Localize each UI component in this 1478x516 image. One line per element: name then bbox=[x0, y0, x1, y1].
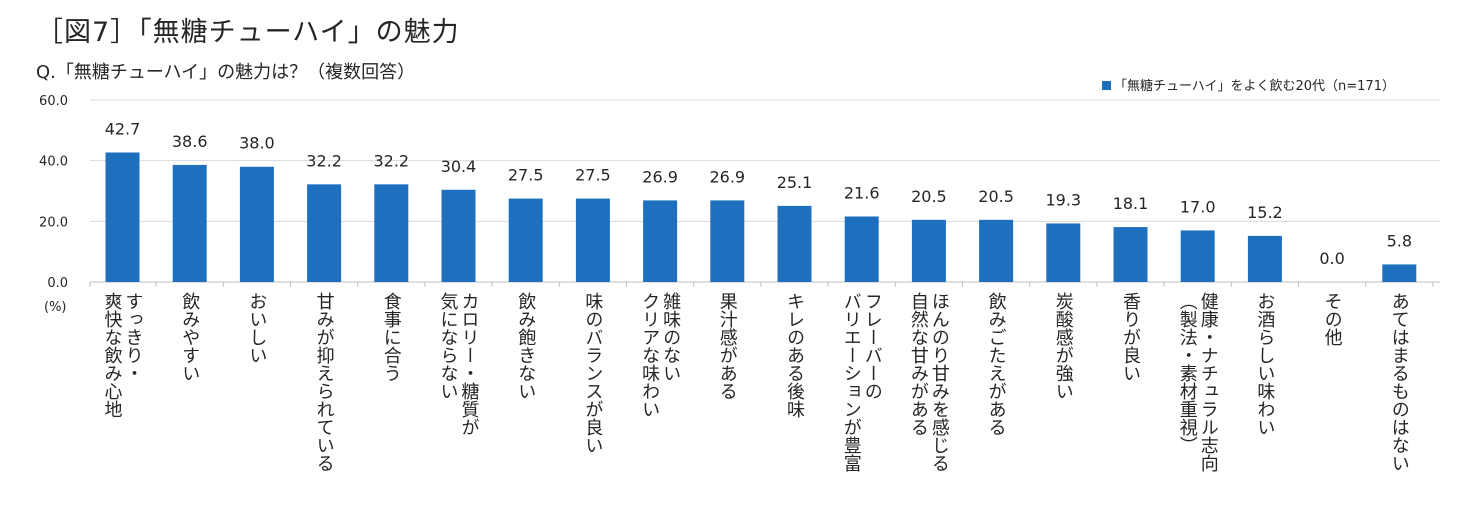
bar bbox=[1113, 227, 1148, 282]
category-label: （製法・素材重視） bbox=[1177, 292, 1198, 454]
category-label: クリアな味わい bbox=[639, 292, 660, 418]
category-label: 食事に合う bbox=[381, 292, 402, 382]
category-label: カロリー・糖質が bbox=[459, 292, 480, 436]
category-label: 炭酸感が強い bbox=[1053, 292, 1074, 400]
data-label: 20.5 bbox=[911, 187, 947, 206]
data-label: 15.2 bbox=[1247, 203, 1283, 222]
category-label: すっきり・ bbox=[123, 292, 144, 382]
data-label: 38.0 bbox=[239, 134, 275, 153]
data-label: 27.5 bbox=[575, 166, 611, 185]
bar bbox=[105, 152, 140, 282]
data-label: 27.5 bbox=[508, 166, 544, 185]
data-label: 0.0 bbox=[1319, 249, 1344, 268]
bar bbox=[1046, 223, 1081, 282]
bar bbox=[643, 200, 678, 282]
category-label: ほんのり甘みを感じる bbox=[929, 292, 950, 472]
unit-label: (%) bbox=[44, 300, 67, 315]
legend-swatch bbox=[1102, 81, 1111, 90]
category-label: あてはまるものはない bbox=[1389, 292, 1410, 472]
bar bbox=[1180, 230, 1215, 282]
bar bbox=[1247, 235, 1282, 282]
data-label: 18.1 bbox=[1113, 194, 1149, 213]
legend-label: 「無糖チューハイ」をよく飲む20代（n=171） bbox=[1114, 78, 1395, 94]
data-label: 42.7 bbox=[105, 119, 141, 138]
category-label: その他 bbox=[1322, 292, 1343, 346]
bar bbox=[1382, 264, 1417, 282]
question-text: Q.「無糖チューハイ」の魅力は？（複数回答） bbox=[36, 62, 416, 83]
data-label: 5.8 bbox=[1387, 231, 1412, 250]
data-label: 19.3 bbox=[1045, 190, 1081, 209]
bar bbox=[239, 166, 274, 282]
y-tick-label: 40.0 bbox=[39, 155, 68, 170]
category-label: 果汁感がある bbox=[717, 292, 738, 400]
figure-title: ［図7］「無糖チューハイ」の魅力 bbox=[36, 17, 460, 48]
y-tick-label: 0.0 bbox=[47, 276, 68, 291]
category-label: おいしい bbox=[246, 292, 267, 364]
data-label: 17.0 bbox=[1180, 197, 1216, 216]
category-label: キレのある後味 bbox=[784, 292, 805, 418]
bar bbox=[575, 198, 610, 282]
bar bbox=[777, 205, 812, 282]
data-label: 25.1 bbox=[777, 173, 813, 192]
y-tick-label: 20.0 bbox=[39, 215, 68, 230]
category-label: フレーバーの bbox=[862, 292, 883, 400]
bar bbox=[979, 219, 1014, 282]
category-label: 健康・ナチュラル志向 bbox=[1198, 292, 1219, 472]
data-label: 26.9 bbox=[709, 167, 745, 186]
bar bbox=[710, 200, 745, 282]
category-label: 自然な甘みがある bbox=[908, 292, 929, 436]
data-label: 32.2 bbox=[306, 151, 342, 170]
category-label: 甘みが抑えられている bbox=[314, 292, 335, 472]
data-label: 32.2 bbox=[373, 151, 409, 170]
data-label: 30.4 bbox=[441, 157, 477, 176]
category-label: 味のバランスが良い bbox=[582, 292, 603, 454]
bar bbox=[844, 216, 879, 282]
bar bbox=[911, 219, 946, 282]
category-label: 雑味のない bbox=[660, 292, 681, 382]
bar bbox=[172, 164, 207, 282]
category-label: バリエーションが豊富 bbox=[841, 292, 862, 472]
bar bbox=[374, 184, 409, 282]
category-label: 飲み飽きない bbox=[515, 292, 536, 400]
data-label: 38.6 bbox=[172, 132, 208, 151]
category-label: 爽快な飲み心地 bbox=[102, 292, 123, 418]
data-label: 26.9 bbox=[642, 167, 678, 186]
y-tick-label: 60.0 bbox=[39, 94, 68, 109]
category-label: 香りが良い bbox=[1120, 292, 1141, 382]
category-label: 飲みごたえがある bbox=[986, 292, 1007, 436]
bar bbox=[441, 189, 476, 282]
bar bbox=[508, 198, 543, 282]
category-label: 飲みやすい bbox=[179, 292, 200, 382]
bar bbox=[307, 184, 342, 282]
category-label: 気にならない bbox=[438, 292, 459, 400]
data-label: 21.6 bbox=[844, 183, 880, 202]
category-label: お酒らしい味わい bbox=[1254, 292, 1275, 436]
data-label: 20.5 bbox=[978, 187, 1014, 206]
